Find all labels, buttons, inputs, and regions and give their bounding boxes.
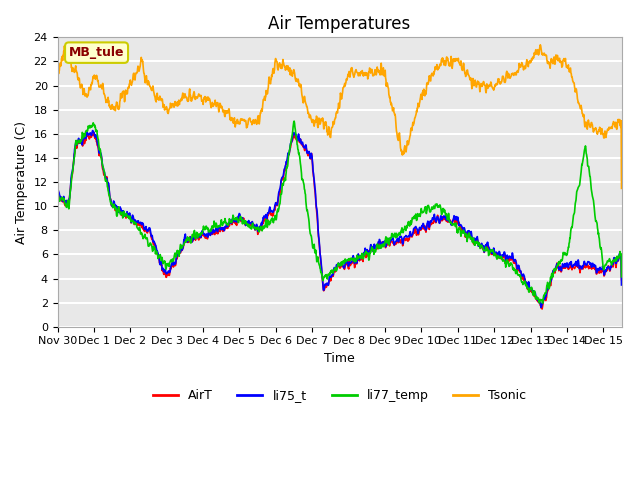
li77_temp <box>54 236 61 241</box>
Tsonic <box>98 86 106 92</box>
AirT <box>266 208 274 214</box>
li75_t <box>111 200 118 205</box>
li77_temp <box>507 260 515 266</box>
Tsonic <box>110 106 118 112</box>
Line: li75_t: li75_t <box>58 131 621 307</box>
AirT <box>507 256 515 262</box>
li77_temp <box>266 222 273 228</box>
Tsonic <box>536 42 544 48</box>
X-axis label: Time: Time <box>324 352 355 365</box>
Tsonic <box>618 186 625 192</box>
Tsonic <box>507 74 515 80</box>
AirT <box>525 287 533 293</box>
AirT <box>601 268 609 274</box>
li75_t <box>537 304 545 310</box>
Tsonic <box>525 59 533 64</box>
AirT <box>54 236 61 241</box>
li75_t <box>54 247 61 253</box>
Tsonic <box>601 128 609 134</box>
Line: AirT: AirT <box>58 132 621 309</box>
AirT <box>111 202 118 207</box>
li75_t <box>525 284 533 290</box>
li77_temp <box>110 201 118 207</box>
li77_temp <box>601 262 609 268</box>
Y-axis label: Air Temperature (C): Air Temperature (C) <box>15 120 28 243</box>
AirT <box>538 306 546 312</box>
li75_t <box>601 267 609 273</box>
Line: li77_temp: li77_temp <box>58 121 621 303</box>
li77_temp <box>98 159 106 165</box>
AirT <box>618 276 625 282</box>
Title: Air Temperatures: Air Temperatures <box>268 15 411 33</box>
li77_temp <box>539 300 547 306</box>
Tsonic <box>54 153 61 158</box>
li77_temp <box>618 274 625 280</box>
Legend: AirT, li75_t, li77_temp, Tsonic: AirT, li75_t, li77_temp, Tsonic <box>147 384 531 408</box>
li77_temp <box>291 118 298 124</box>
li75_t <box>266 204 274 210</box>
li77_temp <box>525 288 533 294</box>
Line: Tsonic: Tsonic <box>58 45 621 189</box>
Tsonic <box>266 74 273 80</box>
li75_t <box>507 254 515 260</box>
li75_t <box>618 282 625 288</box>
AirT <box>90 129 97 135</box>
AirT <box>99 164 106 170</box>
li75_t <box>89 128 97 133</box>
li75_t <box>99 161 106 167</box>
Text: MB_tule: MB_tule <box>69 46 124 59</box>
